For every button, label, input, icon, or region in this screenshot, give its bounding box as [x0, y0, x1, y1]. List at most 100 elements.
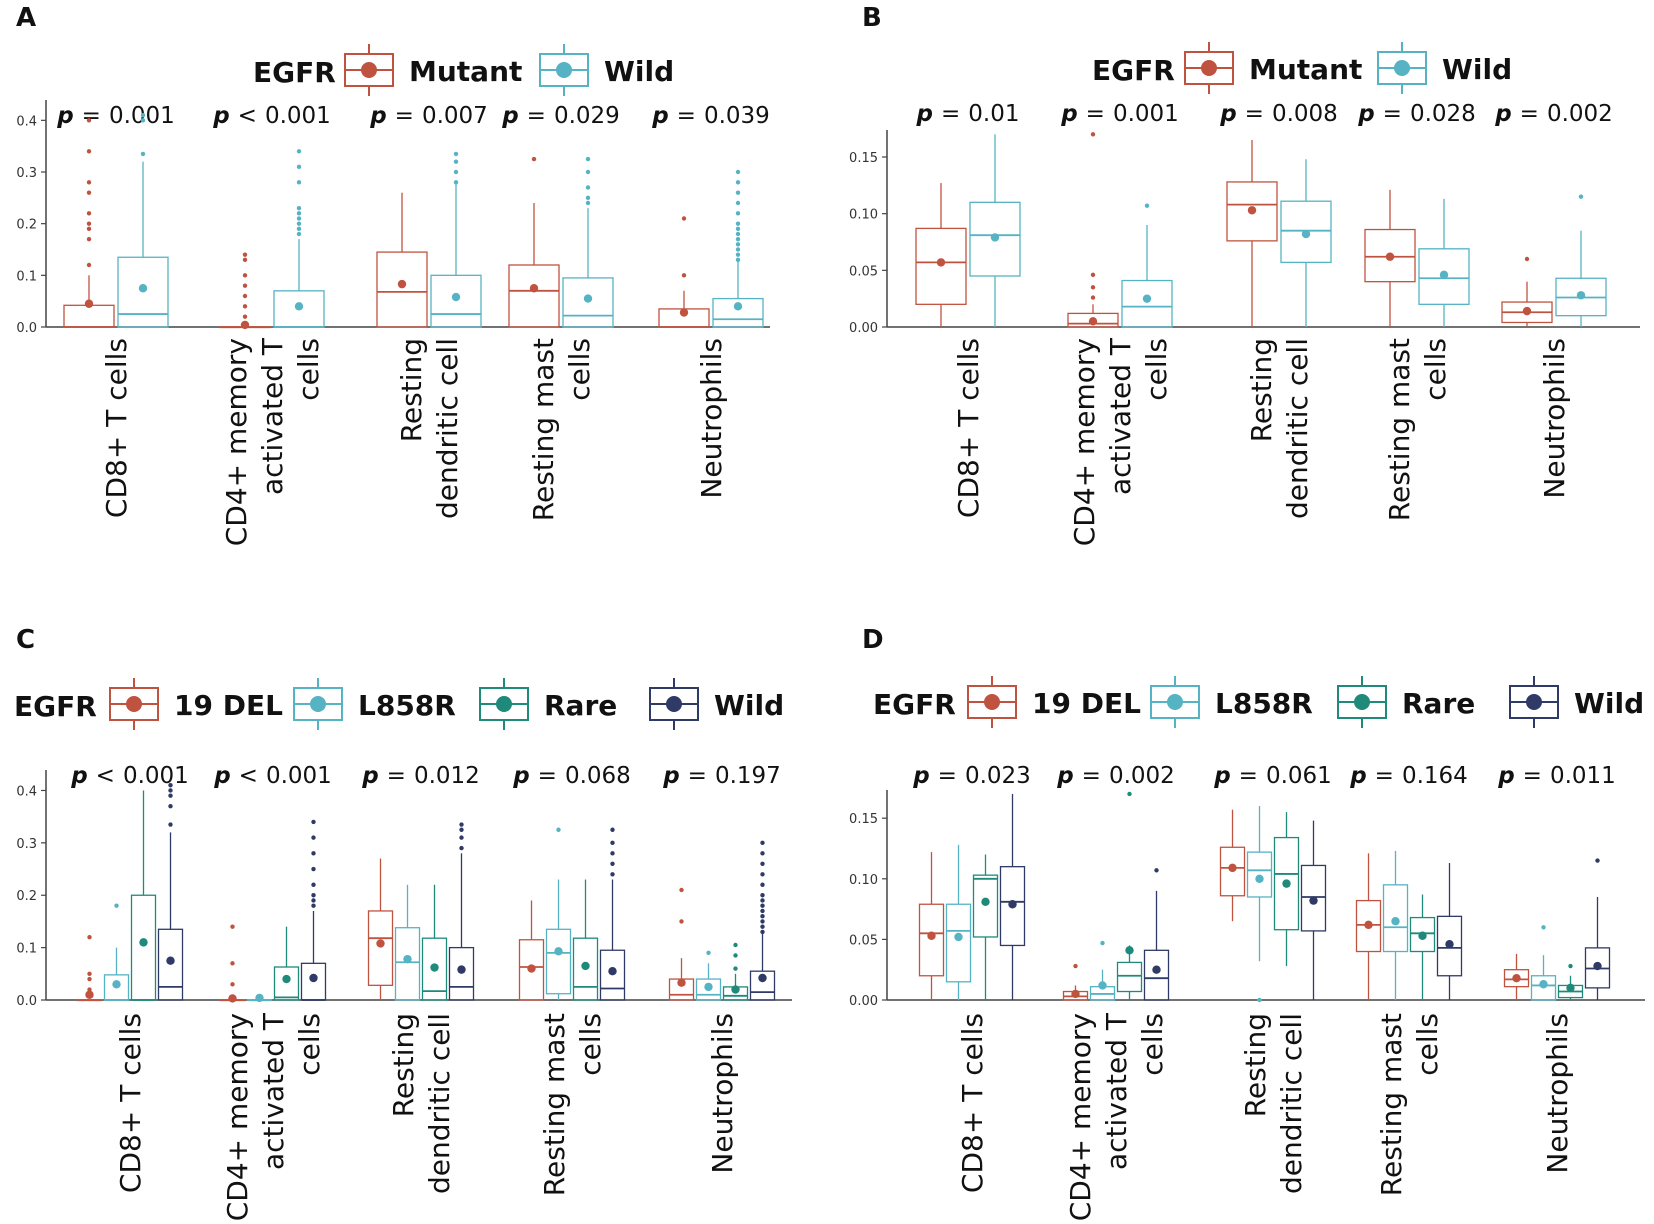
legend-key: [1337, 676, 1387, 728]
outlier-point: [585, 200, 591, 206]
outlier-point: [296, 231, 302, 237]
category-label: CD4+ memory: [1064, 1013, 1097, 1221]
panel-letter: D: [862, 625, 884, 655]
p-value-label: p <0.001: [70, 763, 189, 789]
box: [448, 946, 475, 1001]
y-tick-label: 0.0: [16, 994, 37, 1009]
mean-point: [1445, 940, 1454, 949]
mean-point: [981, 897, 990, 907]
category-label: CD8+ T cells: [100, 338, 133, 518]
outlier-point: [679, 919, 684, 924]
outlier-point: [242, 252, 248, 257]
mean-point: [1576, 291, 1586, 300]
p-symbol: p: [1219, 101, 1236, 127]
category-group: Resting mast cells: [518, 827, 626, 1196]
panel-A: A EGFR Mutant Wild 0.0 0.1 0.2 0.3 0.4 p = 0.001 p <0…: [16, 3, 770, 546]
outlier-point: [735, 247, 741, 252]
p-value-label: p=0.001: [56, 103, 175, 129]
outlier-point: [610, 872, 615, 877]
p-number: 0.068: [565, 763, 631, 789]
category-label: Neutrophils: [1538, 338, 1571, 499]
panel-letter: A: [16, 3, 36, 33]
category-group: Resting dendritic cell: [1226, 140, 1332, 519]
p-number: 0.007: [422, 103, 488, 129]
box: [695, 978, 722, 1001]
outlier-point: [733, 966, 738, 971]
outlier-point: [311, 893, 316, 898]
p-symbol: p: [1349, 763, 1366, 789]
p-operator: =: [1375, 763, 1394, 789]
legend-key-dot: [1201, 60, 1217, 76]
category-group: CD8+ T cells: [76, 783, 184, 1193]
category-group: CD8+ T cells: [915, 134, 1021, 518]
outlier-point: [760, 919, 765, 924]
outlier-point: [459, 845, 464, 851]
legend-label: 19 DEL: [1032, 687, 1141, 720]
box: [749, 970, 776, 1001]
p-number: 0.039: [704, 103, 770, 129]
p-symbol: p: [1357, 101, 1374, 127]
y-tick-label: 0.15: [849, 812, 878, 827]
outlier-point: [230, 924, 235, 929]
outlier-point: [242, 273, 248, 278]
outlier-point: [1100, 940, 1105, 946]
mean-point: [1391, 917, 1400, 926]
p-symbol: p: [70, 763, 87, 789]
outlier-point: [610, 827, 615, 832]
box: [1382, 884, 1409, 953]
category-label: Resting mast: [1383, 338, 1416, 521]
legend-key-dot: [1526, 694, 1542, 710]
category-label: CD8+ T cells: [956, 1013, 989, 1193]
p-value-label: p = 0.039: [651, 103, 770, 129]
p-symbol: p: [1494, 101, 1511, 127]
mean-point: [403, 954, 412, 964]
category-label: cells: [1140, 338, 1173, 401]
p-operator: <: [96, 763, 115, 789]
outlier-point: [681, 273, 687, 278]
box: [918, 903, 945, 977]
outlier-point: [296, 180, 302, 185]
mean-point: [138, 284, 148, 293]
p-value-label: p = 0.023: [912, 763, 1031, 789]
y-tick-label: 0.15: [849, 151, 878, 166]
mean-point: [1385, 252, 1395, 261]
y-tick-label: 0.1: [16, 269, 37, 284]
outlier-point: [459, 835, 464, 840]
category-label: Resting: [1245, 338, 1278, 442]
category-label: cells: [574, 1013, 607, 1076]
p-value-label: p = 0.012: [361, 763, 480, 789]
mean-point: [240, 320, 250, 330]
outlier-point: [114, 903, 119, 908]
box: [572, 937, 599, 1001]
p-number: 0.002: [1547, 101, 1613, 127]
outlier-point: [87, 934, 92, 940]
p-value-label: p = 0.002: [1494, 101, 1613, 127]
outlier-point: [453, 151, 459, 157]
category-group: Neutrophils: [1503, 858, 1611, 1174]
outlier-point: [311, 898, 316, 903]
outlier-point: [735, 231, 741, 237]
outlier-point: [86, 226, 92, 232]
box: [508, 264, 560, 328]
p-operator: =: [1245, 101, 1264, 127]
box: [562, 277, 614, 328]
legend-title: EGFR: [253, 56, 336, 89]
category-group: Resting dendritic cell: [367, 822, 475, 1194]
mean-point: [1364, 920, 1373, 930]
mean-point: [139, 938, 148, 947]
legend-key: [1509, 676, 1559, 728]
category-label: Neutrophils: [695, 338, 728, 499]
mean-point: [758, 973, 767, 983]
legend-key-dot: [361, 62, 377, 78]
mean-point: [1098, 981, 1107, 990]
mean-point: [1593, 961, 1602, 971]
outlier-point: [585, 185, 591, 190]
outlier-point: [681, 216, 687, 221]
category-group: Resting dendritic cell: [376, 151, 482, 519]
y-tick-label: 0.3: [16, 166, 37, 181]
outlier-point: [140, 151, 146, 157]
legend-label: Wild: [604, 55, 674, 88]
mean-point: [1228, 863, 1237, 873]
mean-point: [1152, 965, 1161, 974]
